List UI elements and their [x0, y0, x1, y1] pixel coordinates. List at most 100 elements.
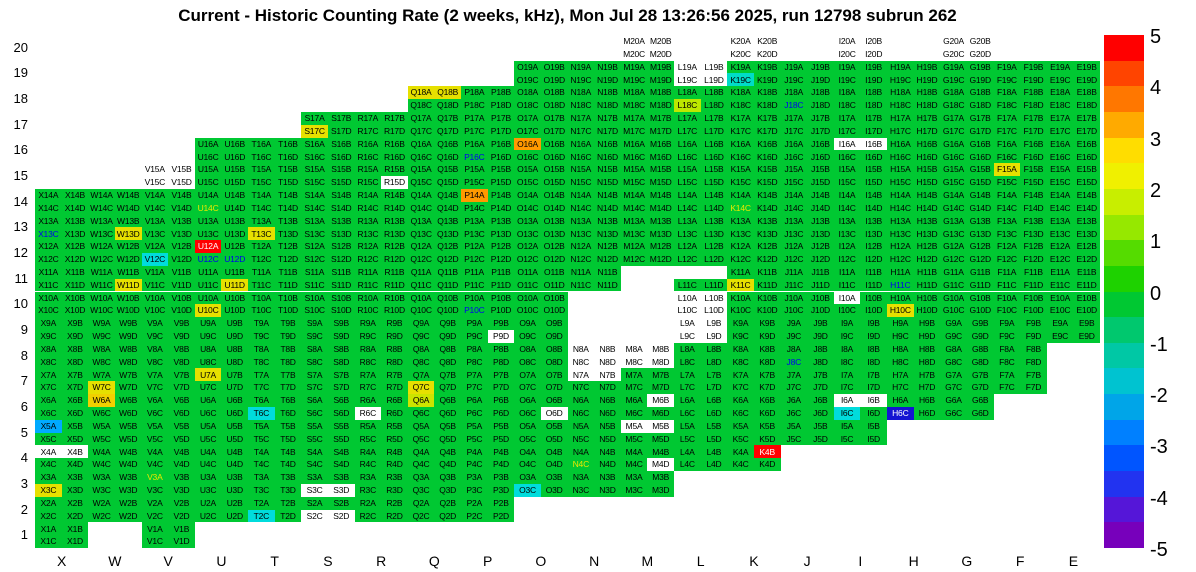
- grid-cell: E15B: [1073, 163, 1100, 177]
- grid-cell: F8D: [1020, 355, 1047, 369]
- grid-cell: S8C: [301, 355, 328, 369]
- grid-cell: M20A: [620, 35, 648, 48]
- grid-cell: U3C: [194, 483, 222, 497]
- grid-cell: E19D: [1073, 73, 1100, 87]
- grid-cell: F13C: [993, 227, 1021, 241]
- grid-cell: X6C: [35, 406, 62, 420]
- grid-cell: J14C: [780, 201, 808, 215]
- grid-cell: L13C: [674, 227, 701, 241]
- grid-cell: T12B: [274, 240, 302, 253]
- grid-cell: J7A: [780, 368, 808, 382]
- grid-cell: Q9D: [434, 329, 461, 343]
- grid-cell: Q8D: [434, 355, 461, 369]
- grid-cell: J13A: [780, 214, 808, 228]
- grid-cell: J13B: [807, 214, 834, 228]
- grid-cell: E12D: [1073, 253, 1100, 266]
- grid-cell: X2D: [61, 509, 89, 523]
- grid-cell: G18B: [966, 86, 994, 100]
- grid-cell: L11C: [674, 278, 701, 292]
- grid-cell: I9B: [860, 317, 887, 330]
- grid-cell: S5D: [327, 432, 355, 446]
- grid-cell: I20B: [860, 35, 887, 48]
- colorbar-band: [1104, 214, 1144, 241]
- grid-cell: H16C: [887, 150, 914, 164]
- y-axis-tick-label: 6: [20, 398, 28, 414]
- grid-cell: W12C: [88, 253, 115, 266]
- grid-cell: G11D: [966, 278, 994, 292]
- grid-cell: K10C: [727, 304, 754, 318]
- grid-cell: S5C: [301, 432, 328, 446]
- colorbar-band: [1104, 471, 1144, 498]
- grid-cell: I18A: [833, 86, 861, 100]
- grid-cell: F15A: [993, 163, 1021, 177]
- grid-cell: U7C: [194, 381, 222, 395]
- y-axis-tick-label: 9: [20, 321, 28, 337]
- grid-cell: J10B: [807, 291, 834, 305]
- grid-cell: M4B: [647, 445, 674, 459]
- grid-cell: O19B: [540, 60, 568, 74]
- grid-cell: L10D: [700, 304, 728, 318]
- grid-cell: O9C: [514, 329, 541, 343]
- grid-cell: I11A: [833, 265, 861, 279]
- grid-cell: O10D: [540, 304, 568, 318]
- grid-cell: L9A: [674, 317, 701, 330]
- grid-cell: H18B: [913, 86, 941, 100]
- grid-cell: I13C: [833, 227, 861, 241]
- grid-cell: P2C: [461, 509, 488, 523]
- grid-cell: M18C: [620, 99, 648, 112]
- grid-cell: T6A: [248, 394, 275, 407]
- grid-cell: K13B: [753, 214, 781, 228]
- grid-cell: N15D: [594, 176, 621, 189]
- grid-cell: U5C: [194, 432, 222, 446]
- grid-cell: Q17D: [434, 124, 461, 138]
- grid-cell: N13D: [594, 227, 621, 241]
- y-axis-tick-label: 15: [13, 168, 28, 184]
- grid-cell: Q14C: [407, 201, 435, 215]
- grid-cell: U15A: [194, 163, 222, 177]
- grid-cell: M3A: [620, 471, 648, 484]
- colorbar-band: [1104, 35, 1144, 62]
- grid-cell: I14C: [833, 201, 861, 215]
- grid-cell: P17C: [461, 124, 488, 138]
- grid-cell: L18C: [674, 99, 701, 112]
- grid-cell: S11C: [301, 278, 328, 292]
- grid-cell: T4D: [274, 458, 302, 472]
- grid-cell: P17D: [487, 124, 515, 138]
- grid-cell: Q15A: [407, 163, 435, 177]
- x-axis-tick-label: K: [749, 553, 759, 569]
- grid-cell: P5A: [461, 419, 488, 433]
- grid-cell: G20A: [940, 35, 967, 48]
- grid-cell: L6C: [674, 406, 701, 420]
- grid-cell: V13C: [141, 227, 169, 241]
- y-axis-tick-label: 2: [20, 501, 28, 517]
- grid-cell: Q6C: [407, 406, 435, 420]
- grid-cell: T2A: [248, 496, 275, 510]
- grid-cell: U14B: [221, 188, 248, 202]
- grid-cell: T5D: [274, 432, 302, 446]
- x-axis-tick-label: P: [482, 553, 493, 569]
- grid-cell: N6B: [594, 394, 621, 407]
- grid-cell: R13A: [354, 214, 382, 228]
- grid-cell: V8C: [141, 355, 169, 369]
- grid-cell: L6B: [700, 394, 728, 407]
- grid-cell: W9A: [88, 317, 115, 330]
- grid-cell: O14B: [540, 188, 568, 202]
- grid-cell: X2B: [61, 496, 89, 510]
- grid-cell: O15A: [514, 163, 541, 177]
- grid-cell: H10B: [913, 291, 941, 305]
- grid-cell: H17C: [887, 124, 914, 138]
- grid-cell: R16D: [381, 150, 408, 164]
- grid-cell: T4C: [248, 458, 275, 472]
- grid-cell: Q13C: [407, 227, 435, 241]
- grid-cell: U3A: [194, 471, 222, 484]
- grid-cell: Q12C: [407, 253, 435, 266]
- grid-cell: S14B: [327, 188, 355, 202]
- grid-cell: V13A: [141, 214, 169, 228]
- grid-cell: Q3B: [434, 471, 461, 484]
- grid-cell: I16A: [833, 137, 861, 151]
- grid-cell: M6D: [647, 406, 674, 420]
- grid-cell: J9B: [807, 317, 834, 330]
- grid-cell: J18C: [780, 99, 808, 112]
- grid-cell: Q9A: [407, 317, 435, 330]
